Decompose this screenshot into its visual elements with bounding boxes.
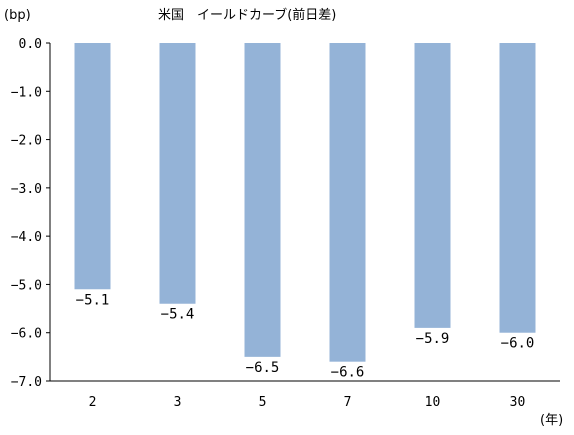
bar-3 (159, 43, 196, 304)
data-label-3: −5.4 (161, 307, 195, 323)
y-tick-label: 0.0 (19, 37, 42, 52)
x-category-label: 5 (259, 395, 267, 410)
bar-30 (499, 43, 536, 333)
y-tick-label: −1.0 (11, 85, 42, 100)
data-label-5: −6.5 (246, 360, 280, 376)
y-axis-ticks: 0.0 −1.0 −2.0 −3.0 −4.0 −5.0 −6.0 −7.0 (11, 37, 50, 390)
y-tick-label: −2.0 (11, 134, 42, 149)
y-tick-label: −5.0 (11, 278, 42, 293)
x-unit-label: (年) (540, 413, 563, 428)
data-labels-group: −5.1 −5.4 −6.5 −6.6 −5.9 −6.0 (76, 292, 535, 380)
x-category-label: 7 (344, 395, 352, 410)
y-tick-label: −7.0 (11, 375, 42, 390)
y-unit-label: (bp) (4, 8, 31, 23)
bars-group (74, 43, 536, 362)
y-tick-label: −6.0 (11, 327, 42, 342)
chart-title: 米国 イールドカーブ(前日差) (158, 7, 336, 23)
data-label-2: −5.1 (76, 292, 110, 308)
x-category-label: 30 (510, 395, 526, 410)
bar-2 (74, 43, 111, 290)
data-label-7: −6.6 (331, 365, 365, 381)
bar-5 (244, 43, 281, 357)
x-category-label: 10 (425, 395, 441, 410)
y-tick-label: −3.0 (11, 182, 42, 197)
x-category-label: 2 (89, 395, 97, 410)
bar-7 (329, 43, 366, 362)
data-label-10: −5.9 (416, 331, 450, 347)
data-label-30: −6.0 (501, 336, 535, 352)
x-category-label: 3 (174, 395, 182, 410)
bar-10 (414, 43, 451, 328)
x-axis-categories: 2 3 5 7 10 30 (89, 395, 526, 410)
y-tick-label: −4.0 (11, 230, 42, 245)
